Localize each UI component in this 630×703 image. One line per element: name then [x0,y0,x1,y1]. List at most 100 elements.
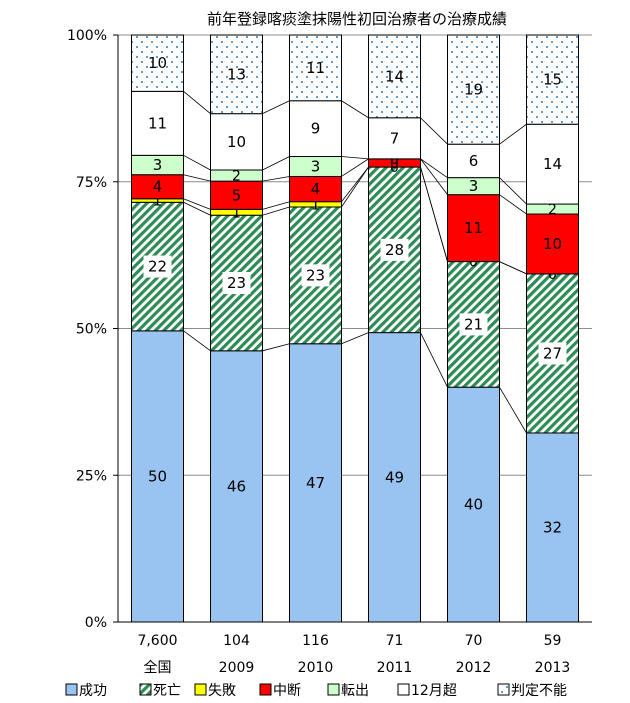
data-label-interrupt: 0 [390,156,399,172]
gridlines [118,34,592,623]
connector-line [183,91,211,114]
data-label-interrupt: 5 [232,186,242,204]
connector-line [183,201,211,216]
data-label-transfer: 0 [390,152,399,168]
bar-segment-success [289,343,342,623]
legend-swatch-transfer [327,683,340,696]
data-label-transfer: 2 [548,202,557,218]
bar-segment-interrupt [526,213,579,275]
bar-segment-over12 [526,123,579,205]
data-label-interrupt: 10 [543,235,562,253]
data-label-over12: 11 [148,114,167,132]
connector-line [183,154,211,171]
data-label-bg [538,342,567,365]
bar-segment-undet [447,34,500,145]
x-year-label: 2009 [219,660,255,676]
data-label-bg [222,272,251,295]
legend-swatch-success [65,683,78,696]
chart-title: 前年登録喀痰塗抹陽性初回治療者の治療成績 [207,10,507,28]
data-label-over12: 14 [543,155,562,173]
y-tick-label: 50% [76,322,107,338]
data-label-transfer: 3 [311,157,321,175]
bar-segment-interrupt [131,174,184,200]
bar-segment-undet [368,34,421,119]
connector-line [262,156,290,171]
legend: 成功 死亡 失敗 中断 転出 12月超 判定不能 [65,683,567,699]
x-year-label: 2012 [456,660,492,676]
x-count-label: 70 [465,633,483,649]
data-label-bg [143,255,172,278]
bar-segment-success [131,330,184,623]
x-count-label: 116 [302,633,329,649]
data-label-death: 23 [227,274,246,292]
legend-swatch-failure [194,683,207,696]
data-label-interrupt: 11 [464,219,483,237]
data-label-failure: 1 [311,197,320,213]
data-label-success: 32 [543,518,562,536]
bar-segment-undet [131,34,184,92]
data-label-bg [301,264,330,287]
data-label-failure: 1 [232,205,241,221]
data-label-transfer: 3 [469,177,479,195]
bar-segment-over12 [289,100,342,158]
legend-label-over12: 12月超 [411,683,457,699]
plot-frame [117,35,592,623]
data-label-success: 49 [385,468,404,486]
bar-segment-undet [289,34,342,102]
data-label-success: 47 [306,474,325,492]
connector-line [499,123,527,145]
data-label-failure: 0 [390,160,399,176]
connector-line [420,332,448,388]
data-label-success: 40 [464,496,483,514]
data-label-undet: 13 [227,65,246,83]
data-label-transfer: 3 [153,156,163,174]
bar-segment-success [210,350,263,623]
data-label-death: 27 [543,344,562,362]
legend-swatch-undet [497,683,510,696]
bar-segment-interrupt [447,194,500,263]
legend-label-success: 成功 [79,683,107,699]
connector-line [420,166,448,262]
connector-line [341,332,369,345]
connector-line [341,158,369,177]
data-label-success: 46 [227,477,246,495]
data-label-death: 22 [148,258,167,276]
connector-line [262,176,290,182]
y-tick-label: 75% [76,175,107,191]
data-label-failure: 0 [548,267,557,283]
data-label-interrupt: 4 [153,178,163,196]
data-label-transfer: 2 [232,169,241,185]
x-count-label: 104 [223,633,250,649]
connector-line [262,201,290,210]
data-label-bg [380,238,409,261]
connector-line [420,158,448,195]
data-label-failure: 0 [469,255,478,271]
bar-segment-undet [526,34,579,125]
connector-line [341,156,369,160]
legend-swatch-interrupt [259,683,272,696]
data-label-undet: 10 [148,54,167,72]
bar-segment-over12 [447,143,500,179]
data-label-over12: 10 [227,133,246,151]
connector-line [341,166,369,208]
connector-line [499,177,527,205]
data-label-death: 28 [385,241,404,259]
x-count-label: 71 [386,633,404,649]
x-count-label: 7,600 [137,633,177,649]
x-count-label: 59 [544,633,562,649]
connector-line [420,117,448,145]
legend-swatch-death [139,683,152,696]
data-label-failure: 1 [153,194,162,210]
legend-label-undet: 判定不能 [511,683,567,699]
legend-label-transfer: 転出 [341,683,369,699]
x-year-label: 2013 [535,660,571,676]
data-label-interrupt: 4 [311,180,321,198]
connector-line [183,198,211,210]
x-axis-labels: 7,600 全国 104 2009 116 2010 71 2011 70 2012 59 2013 [137,633,570,676]
data-label-undet: 15 [543,71,562,89]
connector-line [499,194,527,215]
y-tick-label: 100% [67,28,107,44]
data-label-death: 23 [306,266,325,284]
data-label-bg [459,313,488,336]
